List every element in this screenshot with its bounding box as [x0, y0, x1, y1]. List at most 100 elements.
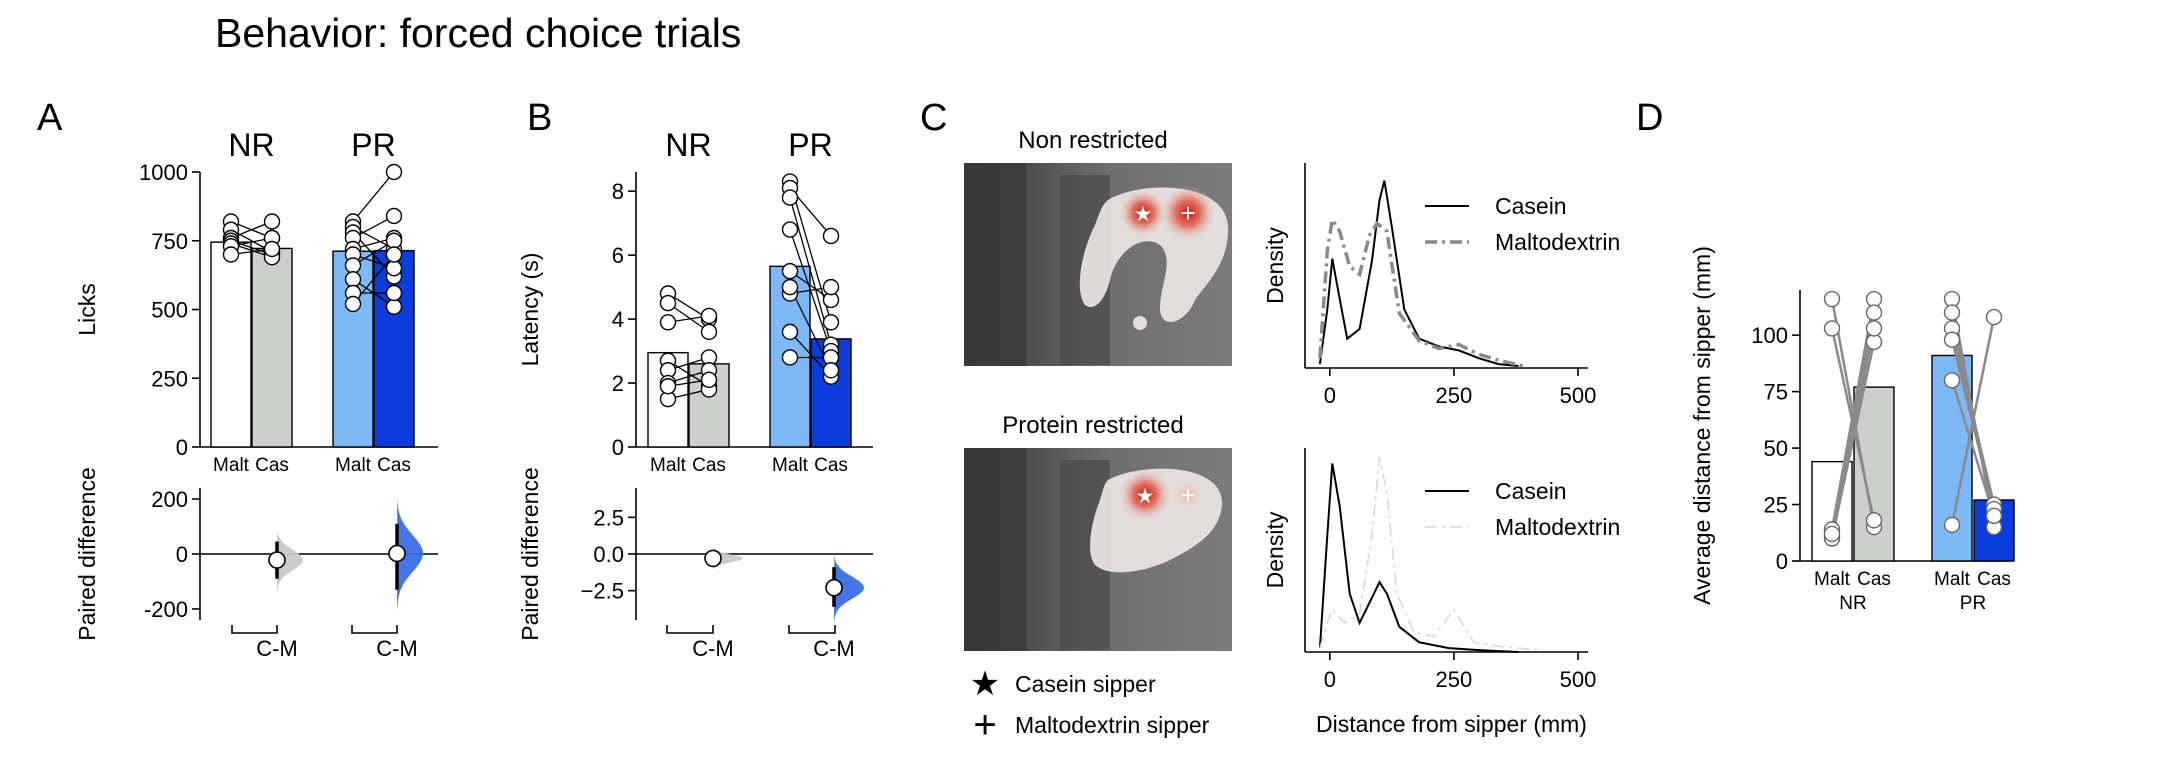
paired-line [1830, 328, 1876, 535]
heatmap-non-restricted: Non restricted ★ + [964, 127, 1232, 366]
mean-difference-point [704, 549, 722, 568]
y-tick-label: 6 [612, 243, 624, 268]
category-label: Malt [650, 455, 687, 476]
group-label: PR [1960, 593, 1986, 614]
data-point [781, 189, 799, 206]
data-point [1985, 507, 2003, 525]
category-label: Cas [377, 455, 411, 476]
y-tick-label: 4 [612, 307, 624, 332]
data-point [822, 314, 840, 331]
bootstrap-distribution [397, 498, 423, 609]
y-tick-label: -200 [144, 597, 188, 622]
legend-label: Casein [1495, 478, 1567, 504]
y-tick-label: 100 [1751, 323, 1788, 348]
category-label: Cas [1857, 569, 1891, 590]
panel-letter-b: B [527, 97, 552, 139]
data-point [1823, 290, 1841, 308]
x-tick-label: 0 [1324, 667, 1336, 692]
x-tick-label: 250 [1436, 667, 1473, 692]
y-axis-label: Paired difference [74, 467, 100, 640]
data-point [781, 349, 799, 366]
y-axis-label: Latency (s) [517, 253, 543, 367]
occupancy-blob [1133, 316, 1147, 330]
figure-title: Behavior: forced choice trials [215, 10, 741, 56]
paired-line [1830, 298, 1876, 530]
bootstrap-distribution [713, 546, 743, 571]
legend-label: Maltodextrin [1495, 514, 1620, 540]
y-axis-label: Paired difference [517, 467, 543, 640]
category-label: Cas [255, 455, 289, 476]
data-point [700, 307, 718, 325]
data-point [1943, 304, 1961, 321]
density-line-maltodextrin [1319, 457, 1539, 651]
data-point [700, 323, 718, 341]
y-tick-label: 250 [151, 366, 188, 391]
arena-panel-dark [964, 448, 1026, 651]
data-point [781, 262, 799, 280]
bar [251, 247, 293, 448]
data-point [1823, 525, 1841, 543]
sipper-legend: ★ Casein sipper + Maltodextrin sipper [970, 665, 1210, 747]
data-point [1985, 308, 2003, 326]
data-point [385, 246, 403, 263]
data-point [344, 271, 362, 288]
y-tick-label: 0.0 [593, 542, 624, 567]
panel-a-paired-difference-chart: -200 0 200 Paired difference C-M C-M [74, 467, 438, 661]
maltodextrin-sipper-icon: + [1180, 198, 1195, 228]
data-point [385, 298, 403, 315]
x-tick-label: 500 [1560, 383, 1597, 408]
paired-line [789, 270, 832, 301]
data-point [385, 163, 403, 181]
panel-b-paired-difference-chart: −2.5 0.0 2.5 Paired difference C-M C-M [517, 467, 873, 661]
data-point [385, 207, 403, 225]
y-tick-label: 200 [151, 487, 188, 512]
casein-sipper-icon: ★ [1134, 203, 1153, 226]
legend-label: Maltodextrin [1495, 229, 1620, 255]
y-axis-label: Average distance from sipper (mm) [1689, 246, 1715, 605]
data-point [1865, 512, 1883, 529]
data-point [781, 278, 799, 296]
x-tick-label: 250 [1436, 383, 1473, 408]
comparison-label: C-M [813, 636, 855, 661]
category-label: Malt [213, 455, 250, 476]
panel-letter-c: C [920, 97, 947, 139]
comparison-bracket [788, 625, 836, 634]
heatmap-title-non-restricted: Non restricted [1018, 127, 1167, 154]
y-tick-label: 2.5 [593, 505, 624, 530]
y-axis-label: Licks [74, 283, 100, 335]
panel-c-density-protein-restricted: 0 250 500 Density Distance from sipper (mm) C… [1262, 448, 1620, 737]
y-tick-label: 25 [1764, 493, 1788, 518]
y-tick-label: 50 [1764, 436, 1788, 461]
paired-line [1950, 316, 1996, 526]
panel-c-density-non-restricted: 0 250 500 Density Casein Maltodextrin [1262, 163, 1620, 408]
data-point [659, 314, 677, 331]
casein-hotspot [1119, 189, 1167, 237]
data-point [1943, 372, 1961, 389]
comparison-bracket [666, 625, 714, 634]
data-point [263, 213, 281, 230]
category-label: Malt [335, 455, 372, 476]
panel-letter-a: A [37, 97, 63, 139]
category-label: Cas [1977, 569, 2011, 590]
group-label: NR [1839, 593, 1866, 614]
data-point [1865, 290, 1883, 308]
comparison-label: C-M [376, 636, 418, 661]
heatmap-title-protein-restricted: Protein restricted [1002, 412, 1183, 439]
data-point [822, 278, 840, 296]
category-label: Cas [814, 455, 848, 476]
legend-label-casein-sipper: Casein sipper [1015, 671, 1156, 697]
y-tick-label: 0 [612, 435, 624, 460]
density-line-casein [1318, 180, 1519, 367]
category-label: Malt [772, 455, 809, 476]
y-tick-label: 750 [151, 229, 188, 254]
casein-sipper-icon: ★ [1136, 485, 1155, 508]
y-tick-label: 0 [176, 435, 188, 460]
y-axis-label: Density [1262, 511, 1288, 588]
bootstrap-distribution [277, 529, 303, 591]
comparison-bracket [351, 625, 398, 634]
paired-line [667, 302, 710, 333]
y-axis-label: Density [1262, 227, 1288, 304]
group-label: PR [351, 127, 395, 163]
data-point [344, 257, 362, 274]
data-point [385, 232, 403, 249]
